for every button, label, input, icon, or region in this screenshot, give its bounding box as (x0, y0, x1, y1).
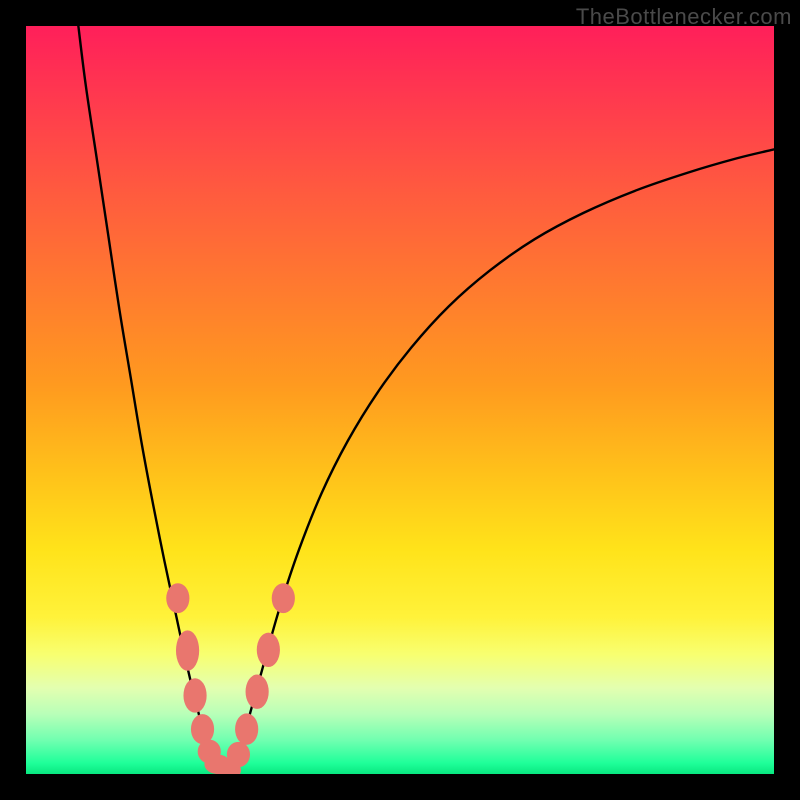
data-marker (246, 675, 269, 709)
chart-frame: TheBottlenecker.com (0, 0, 800, 800)
data-marker (272, 583, 295, 613)
data-marker (166, 583, 189, 613)
chart-svg (26, 26, 774, 774)
data-marker (191, 714, 214, 744)
marker-layer (166, 583, 295, 774)
left-curve (78, 26, 225, 774)
data-marker (235, 713, 258, 744)
data-marker (176, 630, 199, 670)
plot-area (26, 26, 774, 774)
watermark-text: TheBottlenecker.com (576, 4, 792, 30)
data-marker (227, 742, 250, 767)
data-marker (257, 633, 280, 667)
data-marker (183, 678, 206, 712)
right-curve (226, 149, 774, 774)
